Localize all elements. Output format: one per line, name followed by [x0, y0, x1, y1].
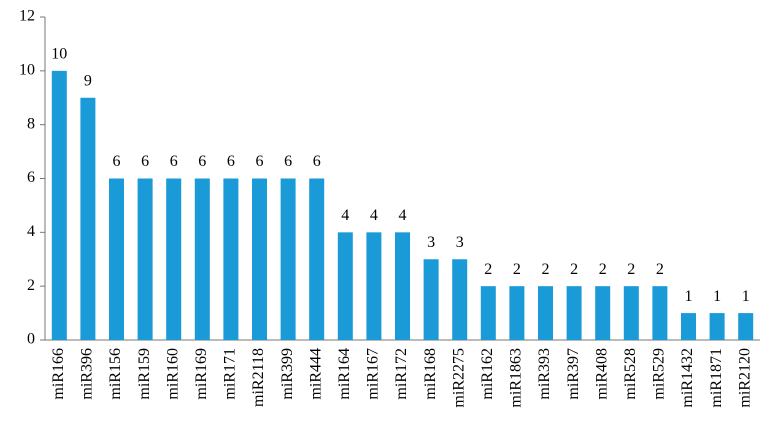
data-label: 6 — [313, 153, 321, 170]
data-label: 3 — [456, 234, 464, 251]
data-label: 2 — [513, 261, 521, 278]
bar — [681, 313, 696, 340]
bar — [509, 286, 525, 340]
data-label: 2 — [484, 261, 492, 278]
x-tick-label: miR397 — [565, 348, 582, 400]
bar — [366, 232, 382, 340]
x-tick-label: miR171 — [222, 348, 239, 400]
bar — [51, 70, 67, 340]
bar — [452, 259, 468, 340]
x-tick-label: miR528 — [622, 348, 639, 400]
data-label: 1 — [685, 288, 693, 305]
y-tick-label: 0 — [27, 331, 35, 348]
bar — [538, 286, 553, 340]
bar — [223, 178, 239, 340]
y-tick-label: 6 — [27, 169, 35, 186]
x-tick-label: miR160 — [164, 348, 181, 400]
x-tick-label: miR529 — [651, 348, 668, 400]
x-tick-label: miR156 — [107, 348, 124, 400]
x-tick-label: miR166 — [50, 348, 67, 400]
data-label: 2 — [656, 261, 664, 278]
bar — [566, 286, 582, 340]
bar — [480, 286, 496, 340]
y-tick-label: 10 — [19, 62, 35, 79]
data-label: 4 — [341, 207, 349, 224]
x-tick-label: miR399 — [279, 348, 296, 400]
x-tick-label: miR1871 — [708, 348, 725, 408]
bar — [109, 178, 124, 340]
bar — [595, 286, 611, 340]
x-tick-label: miR169 — [193, 348, 210, 400]
bar — [309, 178, 325, 340]
y-tick-label: 4 — [27, 223, 35, 240]
data-label: 6 — [198, 153, 206, 170]
bar — [137, 178, 153, 340]
bar — [395, 232, 410, 340]
x-tick-label: miR2120 — [736, 348, 753, 408]
bar — [337, 232, 353, 340]
x-tick-label: miR167 — [365, 348, 382, 400]
bar — [623, 286, 639, 340]
data-label: 1 — [742, 288, 750, 305]
data-label: 6 — [141, 153, 149, 170]
bar — [280, 178, 296, 340]
data-label: 2 — [542, 261, 550, 278]
y-tick-label: 8 — [27, 115, 35, 132]
x-tick-label: miR393 — [536, 348, 553, 400]
data-label: 4 — [399, 207, 407, 224]
data-label: 1 — [713, 288, 721, 305]
x-tick-label: miR164 — [336, 348, 353, 400]
data-label: 6 — [170, 153, 178, 170]
x-tick-label: miR444 — [307, 348, 324, 400]
data-label: 2 — [570, 261, 578, 278]
data-label: 6 — [256, 153, 264, 170]
x-tick-label: miR172 — [393, 348, 410, 400]
bar — [194, 178, 210, 340]
bar — [423, 259, 439, 340]
bar — [652, 286, 668, 340]
x-tick-label: miR159 — [136, 348, 153, 400]
data-label: 4 — [370, 207, 378, 224]
data-label: 10 — [51, 46, 67, 63]
bar — [166, 178, 182, 340]
data-label: 2 — [627, 261, 635, 278]
bar — [252, 178, 267, 340]
bar — [80, 97, 96, 340]
data-label: 6 — [284, 153, 292, 170]
y-tick-label: 12 — [19, 8, 35, 25]
x-tick-label: miR2118 — [250, 348, 267, 407]
x-tick-label: miR168 — [422, 348, 439, 400]
x-tick-label: miR1432 — [679, 348, 696, 408]
data-label: 6 — [227, 153, 235, 170]
x-tick-label: miR408 — [593, 348, 610, 400]
data-label: 3 — [427, 234, 435, 251]
data-label: 6 — [113, 153, 121, 170]
x-tick-label: miR1863 — [508, 348, 525, 408]
y-tick-label: 2 — [27, 277, 35, 294]
bar — [738, 313, 754, 340]
data-label: 9 — [84, 72, 92, 89]
data-label: 2 — [599, 261, 607, 278]
x-tick-label: miR396 — [79, 348, 96, 400]
bar — [709, 313, 725, 340]
x-tick-label: miR162 — [479, 348, 496, 400]
x-tick-label: miR2275 — [450, 348, 467, 408]
